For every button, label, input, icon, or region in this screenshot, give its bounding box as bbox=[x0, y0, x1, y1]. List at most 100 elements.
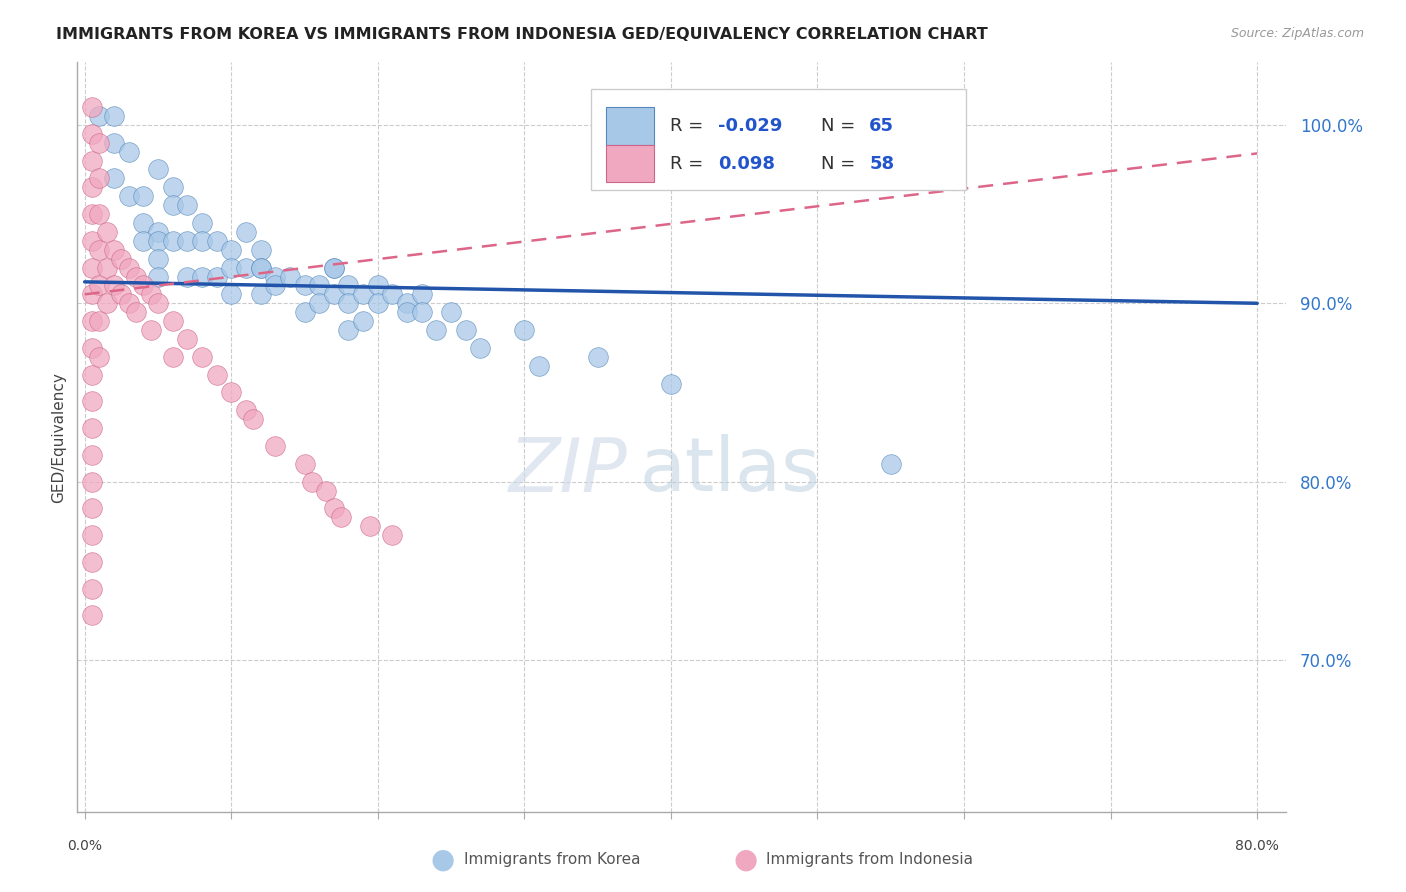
Point bbox=[337, 323, 360, 337]
Point bbox=[219, 385, 242, 400]
Point bbox=[337, 296, 360, 310]
Point bbox=[117, 189, 139, 203]
Point bbox=[396, 305, 419, 319]
Point bbox=[162, 234, 184, 248]
Point bbox=[352, 314, 374, 328]
Point bbox=[80, 421, 103, 435]
Point bbox=[89, 136, 111, 150]
Point bbox=[117, 296, 139, 310]
Point bbox=[103, 136, 125, 150]
Point bbox=[80, 368, 103, 382]
Point bbox=[80, 528, 103, 542]
Point bbox=[110, 287, 132, 301]
Text: IMMIGRANTS FROM KOREA VS IMMIGRANTS FROM INDONESIA GED/EQUIVALENCY CORRELATION C: IMMIGRANTS FROM KOREA VS IMMIGRANTS FROM… bbox=[56, 27, 988, 42]
Text: 58: 58 bbox=[869, 154, 894, 172]
Point bbox=[80, 394, 103, 409]
Text: 0.0%: 0.0% bbox=[67, 839, 103, 854]
Point bbox=[176, 234, 198, 248]
Text: ●: ● bbox=[733, 846, 758, 874]
Point bbox=[146, 225, 169, 239]
Point bbox=[322, 260, 344, 275]
Point bbox=[96, 260, 118, 275]
Point bbox=[322, 501, 344, 516]
Point bbox=[411, 287, 433, 301]
Point bbox=[264, 439, 287, 453]
Point bbox=[308, 278, 330, 293]
Text: ●: ● bbox=[430, 846, 456, 874]
Point bbox=[205, 234, 228, 248]
Text: -0.029: -0.029 bbox=[718, 117, 783, 135]
Point bbox=[80, 180, 103, 194]
Point bbox=[176, 332, 198, 346]
Point bbox=[294, 457, 316, 471]
Point bbox=[80, 555, 103, 569]
Point bbox=[294, 278, 316, 293]
Point bbox=[80, 287, 103, 301]
Point bbox=[89, 171, 111, 186]
Point bbox=[278, 269, 301, 284]
Point bbox=[132, 278, 155, 293]
Text: 80.0%: 80.0% bbox=[1236, 839, 1279, 854]
Point bbox=[322, 287, 344, 301]
Point bbox=[80, 501, 103, 516]
Point bbox=[411, 305, 433, 319]
Point bbox=[80, 448, 103, 462]
Text: atlas: atlas bbox=[640, 434, 821, 508]
Point bbox=[80, 314, 103, 328]
Point bbox=[89, 243, 111, 257]
Point bbox=[301, 475, 323, 489]
Point bbox=[89, 207, 111, 221]
Point bbox=[454, 323, 477, 337]
Point bbox=[337, 278, 360, 293]
Point bbox=[308, 296, 330, 310]
Point bbox=[219, 287, 242, 301]
Point bbox=[242, 412, 264, 426]
Point bbox=[80, 608, 103, 623]
Point bbox=[191, 350, 214, 364]
Point bbox=[162, 198, 184, 212]
Point bbox=[513, 323, 536, 337]
Point bbox=[89, 350, 111, 364]
Point bbox=[367, 296, 389, 310]
Text: Immigrants from Indonesia: Immigrants from Indonesia bbox=[766, 853, 973, 867]
Point bbox=[249, 287, 271, 301]
Bar bbox=[592, 88, 966, 190]
Point bbox=[880, 457, 903, 471]
Point bbox=[89, 314, 111, 328]
Point bbox=[191, 216, 214, 230]
Point bbox=[80, 207, 103, 221]
Point bbox=[80, 100, 103, 114]
Point bbox=[89, 278, 111, 293]
Point bbox=[381, 528, 404, 542]
Point bbox=[315, 483, 337, 498]
Point bbox=[132, 234, 155, 248]
Point bbox=[294, 305, 316, 319]
Point bbox=[103, 171, 125, 186]
Point bbox=[96, 296, 118, 310]
Point bbox=[249, 243, 271, 257]
Point bbox=[80, 234, 103, 248]
Point bbox=[659, 376, 682, 391]
Point bbox=[176, 269, 198, 284]
Point bbox=[249, 260, 271, 275]
Point bbox=[470, 341, 492, 355]
Point bbox=[103, 243, 125, 257]
Point bbox=[96, 225, 118, 239]
Point bbox=[162, 314, 184, 328]
Text: Immigrants from Korea: Immigrants from Korea bbox=[464, 853, 641, 867]
Point bbox=[146, 234, 169, 248]
Point bbox=[191, 234, 214, 248]
Text: 65: 65 bbox=[869, 117, 894, 135]
Point bbox=[176, 198, 198, 212]
Text: R =: R = bbox=[669, 154, 709, 172]
Point bbox=[103, 109, 125, 123]
Point bbox=[132, 189, 155, 203]
Point bbox=[235, 225, 257, 239]
Point bbox=[110, 252, 132, 266]
Point bbox=[125, 269, 148, 284]
Point bbox=[527, 359, 550, 373]
Point bbox=[146, 296, 169, 310]
Point bbox=[139, 323, 162, 337]
Text: R =: R = bbox=[669, 117, 709, 135]
Point bbox=[117, 260, 139, 275]
